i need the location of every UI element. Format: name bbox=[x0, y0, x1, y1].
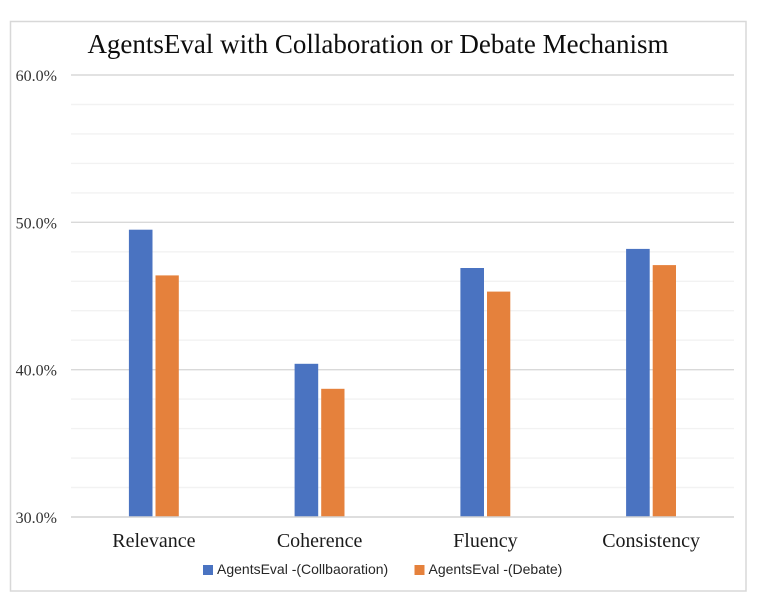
svg-text:AgentsEval with Collaboration: AgentsEval with Collaboration or Debate … bbox=[87, 29, 668, 59]
svg-text:50.0%: 50.0% bbox=[16, 215, 57, 232]
svg-text:Fluency: Fluency bbox=[453, 530, 517, 552]
svg-text:Consistency: Consistency bbox=[602, 530, 700, 552]
svg-text:Coherence: Coherence bbox=[277, 530, 363, 552]
svg-text:30.0%: 30.0% bbox=[16, 510, 57, 527]
svg-text:60.0%: 60.0% bbox=[16, 68, 57, 85]
svg-text:40.0%: 40.0% bbox=[16, 363, 57, 380]
svg-text:AgentsEval -(Debate): AgentsEval -(Debate) bbox=[429, 561, 563, 577]
svg-text:AgentsEval -(Collbaoration): AgentsEval -(Collbaoration) bbox=[217, 561, 388, 577]
svg-text:Relevance: Relevance bbox=[112, 530, 195, 552]
